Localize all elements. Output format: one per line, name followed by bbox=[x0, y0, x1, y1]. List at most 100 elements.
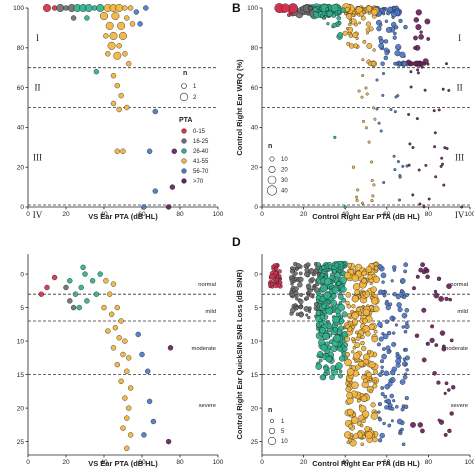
data-point bbox=[446, 388, 451, 392]
data-point bbox=[275, 277, 279, 282]
y-tick-label: 20 bbox=[251, 164, 259, 171]
data-point bbox=[372, 383, 378, 389]
data-point bbox=[344, 12, 348, 16]
data-point bbox=[433, 145, 437, 149]
data-point bbox=[295, 297, 299, 301]
data-point bbox=[405, 368, 409, 372]
data-point bbox=[351, 311, 359, 320]
data-point bbox=[368, 305, 374, 310]
data-point bbox=[432, 109, 436, 113]
data-point bbox=[347, 383, 351, 387]
data-point bbox=[289, 269, 295, 274]
data-point bbox=[460, 205, 464, 209]
data-point bbox=[368, 26, 374, 32]
data-point bbox=[380, 386, 385, 390]
y-tick-label: 25 bbox=[17, 439, 25, 446]
data-point bbox=[371, 297, 379, 305]
data-point bbox=[298, 299, 304, 305]
data-point bbox=[89, 278, 96, 284]
data-point bbox=[324, 13, 328, 17]
data-point bbox=[146, 148, 153, 155]
y-tick-label: 15 bbox=[251, 372, 259, 379]
data-points bbox=[38, 264, 174, 451]
data-point bbox=[370, 160, 374, 164]
data-point bbox=[118, 92, 124, 99]
data-point bbox=[360, 395, 368, 403]
data-point bbox=[395, 62, 399, 66]
data-point bbox=[78, 284, 84, 291]
data-point bbox=[365, 92, 369, 96]
data-point bbox=[268, 273, 275, 280]
data-point bbox=[383, 370, 390, 376]
data-point bbox=[351, 274, 359, 282]
data-point bbox=[376, 26, 382, 32]
data-point bbox=[411, 193, 415, 197]
data-point bbox=[310, 288, 314, 292]
data-point bbox=[444, 296, 449, 301]
y-axis-title: Control Right Ear QuickSIN SNR Loss (dB … bbox=[235, 269, 244, 440]
data-point bbox=[293, 271, 298, 276]
data-point bbox=[317, 350, 324, 357]
panel-c: 0 20 40 60 80 100 0 5 10 15 20 25 normal mild moderate… bbox=[17, 254, 224, 468]
data-point bbox=[330, 293, 337, 300]
data-point bbox=[101, 304, 107, 311]
data-point bbox=[360, 442, 365, 447]
data-point bbox=[381, 280, 385, 284]
zone-label: I bbox=[36, 33, 39, 43]
data-point bbox=[399, 277, 406, 284]
data-point bbox=[383, 39, 389, 44]
data-point bbox=[394, 25, 399, 30]
data-points bbox=[274, 3, 464, 209]
legend-size-label: 10 bbox=[281, 439, 288, 445]
data-point bbox=[346, 392, 353, 399]
data-point bbox=[319, 7, 323, 11]
x-axis-title: Control Right Ear PTA (dB HL) bbox=[312, 212, 420, 221]
data-point bbox=[377, 121, 381, 125]
data-point bbox=[351, 337, 356, 342]
data-point bbox=[309, 293, 314, 298]
data-point bbox=[324, 277, 332, 286]
data-point bbox=[387, 423, 392, 428]
data-point bbox=[370, 199, 374, 203]
data-point bbox=[326, 323, 333, 330]
data-point bbox=[326, 10, 333, 17]
data-point bbox=[378, 36, 383, 41]
data-point bbox=[436, 276, 442, 281]
data-point bbox=[339, 276, 347, 284]
data-point bbox=[380, 392, 385, 397]
data-point bbox=[349, 433, 354, 437]
data-point bbox=[413, 46, 418, 51]
data-point bbox=[426, 62, 430, 66]
y-tick-label: 100 bbox=[13, 5, 24, 12]
data-point bbox=[327, 264, 333, 269]
data-point bbox=[167, 345, 174, 351]
data-point bbox=[434, 343, 439, 347]
y-tick-label: 0 bbox=[254, 204, 258, 211]
legend-size-marker bbox=[270, 419, 274, 423]
data-point bbox=[416, 68, 420, 72]
data-point bbox=[289, 307, 296, 314]
legend-size-marker bbox=[268, 166, 276, 174]
data-point bbox=[318, 321, 324, 327]
data-point bbox=[382, 180, 386, 184]
data-point bbox=[404, 396, 409, 401]
data-point bbox=[345, 352, 351, 358]
data-point bbox=[417, 422, 423, 428]
y-tick-label: 10 bbox=[17, 338, 25, 345]
data-point bbox=[399, 51, 406, 58]
data-point bbox=[348, 33, 353, 38]
data-point bbox=[361, 418, 366, 423]
data-point bbox=[341, 311, 348, 318]
data-point bbox=[343, 205, 347, 209]
data-point bbox=[120, 425, 126, 431]
data-point bbox=[379, 129, 383, 133]
x-axis-title: VS Ear PTA (dB HL) bbox=[88, 459, 158, 468]
data-point bbox=[384, 7, 388, 11]
data-point bbox=[110, 72, 117, 79]
data-point bbox=[356, 333, 362, 338]
x-tick-label: 0 bbox=[260, 459, 264, 466]
zone-label: severe bbox=[199, 403, 216, 409]
data-point bbox=[370, 178, 374, 182]
data-point bbox=[357, 89, 361, 93]
